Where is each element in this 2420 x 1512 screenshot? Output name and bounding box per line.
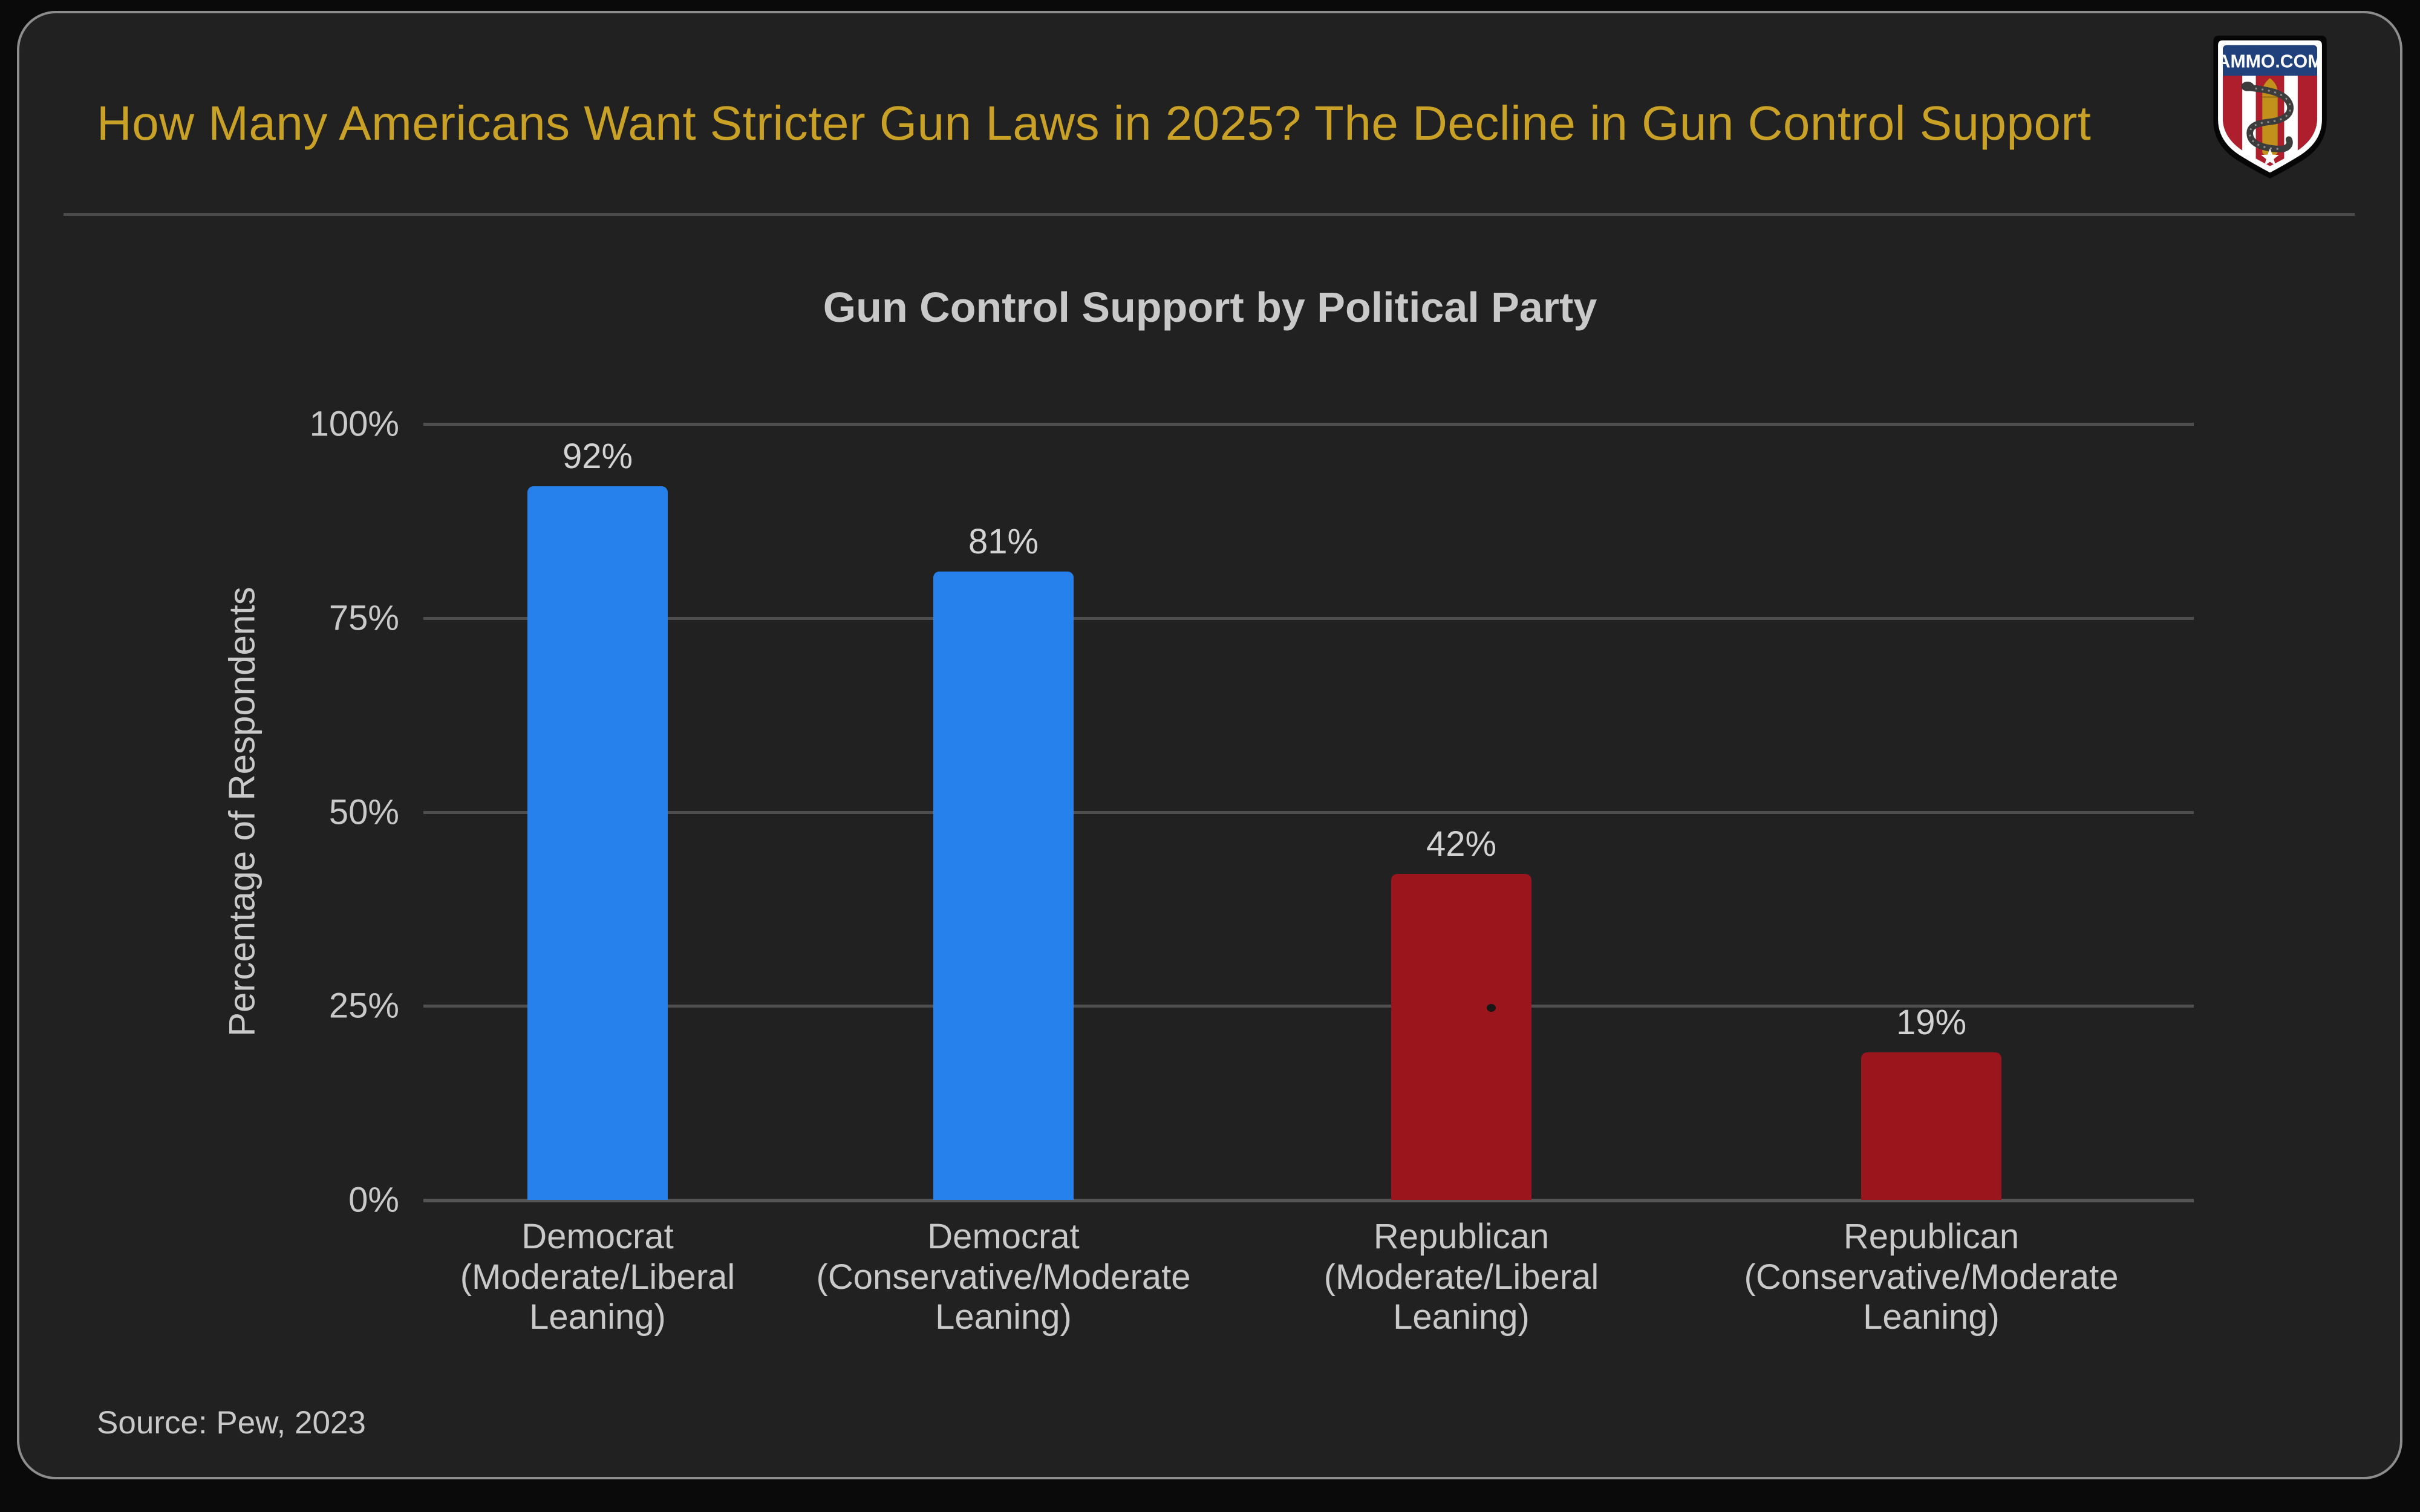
star-icon	[2261, 148, 2279, 166]
ytick-label: 75%	[328, 598, 399, 638]
stray-dot-artifact	[1487, 1004, 1496, 1012]
y-axis-title: Percentage of Respondents	[221, 587, 263, 1037]
logo-banner	[2222, 45, 2318, 76]
bar-value-label: 42%	[1426, 824, 1497, 864]
ytick-label: 0%	[348, 1180, 399, 1220]
category-label: Republican (Conservative/Moderate Leanin…	[1744, 1217, 2119, 1337]
ytick-label: 100%	[309, 404, 399, 444]
bar-value-label: 19%	[1896, 1003, 1967, 1043]
bar-democrat-moderate-liberal: 92% Democrat (Moderate/Liberal Leaning)	[460, 424, 735, 1337]
gridline	[423, 810, 2194, 814]
source-note: Source: Pew, 2023	[97, 1405, 366, 1441]
bar-value-label: 92%	[562, 436, 633, 476]
bar-rect	[1391, 874, 1531, 1200]
bar-rect	[933, 571, 1074, 1200]
gridline	[423, 1005, 2194, 1008]
bar-rect	[527, 486, 668, 1200]
card-background	[17, 11, 2402, 1479]
bar-republican-moderate-liberal: 42% Republican (Moderate/Liberal Leaning…	[1324, 424, 1599, 1337]
ytick-label: 50%	[328, 792, 399, 832]
logo-text: AMMO.COM	[2217, 52, 2323, 72]
axis-baseline	[423, 1199, 2194, 1202]
bar-rect	[1861, 1052, 2001, 1200]
bar-democrat-conservative-moderate: 81% Democrat (Conservative/Moderate Lean…	[817, 424, 1191, 1337]
header-divider	[64, 213, 2355, 216]
snake-head	[2241, 82, 2254, 91]
chart-title: Gun Control Support by Political Party	[823, 284, 1597, 331]
bar-value-label: 81%	[968, 521, 1039, 561]
ammo-com-logo: AMMO.COM	[2213, 35, 2327, 179]
bar-republican-conservative-moderate: 19% Republican (Conservative/Moderate Le…	[1744, 424, 2119, 1337]
page-title: How Many Americans Want Stricter Gun Law…	[97, 96, 2092, 150]
category-label: Democrat (Conservative/Moderate Leaning)	[816, 1217, 1191, 1337]
category-label: Democrat (Moderate/Liberal Leaning)	[460, 1217, 735, 1337]
category-label: Republican (Moderate/Liberal Leaning)	[1323, 1217, 1599, 1337]
gridline	[423, 423, 2194, 426]
gridline	[423, 616, 2194, 620]
ytick-label: 25%	[328, 986, 399, 1026]
plot-area: 0% 25% 50% 75% 100% 92% Democrat (Modera…	[310, 405, 2194, 1337]
